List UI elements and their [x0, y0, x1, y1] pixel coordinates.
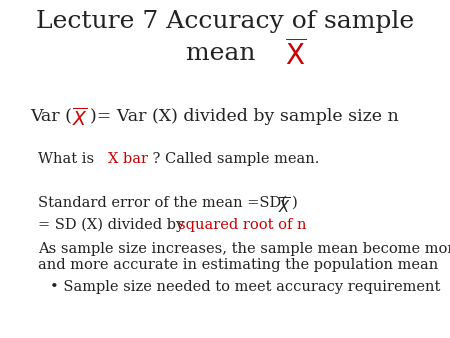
Text: mean: mean — [186, 42, 264, 65]
Text: $\overline{\mathsf{X}}$: $\overline{\mathsf{X}}$ — [285, 40, 306, 72]
Text: X bar: X bar — [108, 152, 148, 166]
Text: and more accurate in estimating the population mean: and more accurate in estimating the popu… — [38, 258, 438, 272]
Text: squared root of n: squared root of n — [178, 218, 306, 232]
Text: What is: What is — [38, 152, 99, 166]
Text: $\overline{X}$: $\overline{X}$ — [72, 108, 88, 130]
Text: ? Called sample mean.: ? Called sample mean. — [148, 152, 320, 166]
Text: ): ) — [292, 196, 298, 210]
Text: • Sample size needed to meet accuracy requirement: • Sample size needed to meet accuracy re… — [50, 280, 441, 294]
Text: Standard error of the mean =SD(: Standard error of the mean =SD( — [38, 196, 287, 210]
Text: As sample size increases, the sample mean become more: As sample size increases, the sample mea… — [38, 242, 450, 256]
Text: $\overline{X}$: $\overline{X}$ — [278, 196, 291, 216]
Text: Lecture 7 Accuracy of sample: Lecture 7 Accuracy of sample — [36, 10, 414, 33]
Text: Var (: Var ( — [30, 108, 72, 125]
Text: )= Var (X) divided by sample size n: )= Var (X) divided by sample size n — [90, 108, 399, 125]
Text: = SD (X) divided by: = SD (X) divided by — [38, 218, 194, 233]
